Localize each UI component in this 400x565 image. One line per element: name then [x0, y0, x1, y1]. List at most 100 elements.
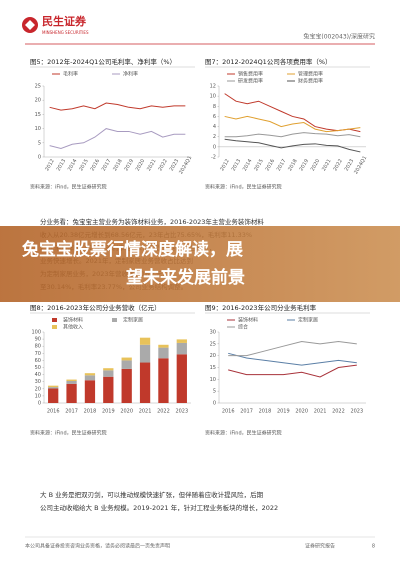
- brand: 民生证券: [42, 14, 87, 28]
- series-line: [228, 352, 357, 366]
- figure-source: 资料来源：iFind，民生证券研究院: [205, 184, 282, 191]
- x-tick-label: 2016: [265, 158, 277, 172]
- bar-segment: [66, 379, 77, 381]
- y-tick-label: 8: [213, 104, 216, 110]
- bar-segment: [158, 347, 169, 359]
- bar-segment: [84, 375, 96, 381]
- bar-segment: [84, 380, 96, 403]
- x-tick-label: 2012: [44, 158, 56, 172]
- x-tick-label: 2014: [67, 158, 79, 172]
- x-tick-label: 2021: [146, 158, 158, 172]
- y-tick-label: 6: [213, 114, 216, 120]
- legend-label: 管理费用率: [298, 71, 323, 78]
- footer-label: 证券研究报告: [305, 543, 335, 550]
- y-tick-label: 25: [210, 341, 216, 347]
- x-tick-label: 2023: [350, 409, 363, 415]
- y-tick-label: 90: [35, 337, 41, 343]
- legend-swatch: [52, 318, 57, 322]
- x-tick-label: 2013: [56, 158, 68, 172]
- y-tick-label: 10: [210, 94, 216, 100]
- legend-label: 净利率: [123, 71, 138, 78]
- y-tick-label: 40: [35, 372, 41, 378]
- bar-segment: [48, 387, 59, 389]
- y-tick-label: -2: [211, 155, 216, 161]
- x-tick-label: 2015: [78, 158, 90, 172]
- y-tick-label: 4: [213, 124, 216, 130]
- x-tick-label: 2016: [47, 409, 60, 415]
- series-line: [224, 115, 361, 133]
- x-tick-label: 2018: [259, 409, 272, 415]
- paragraph-line: 大 B 业务是把双刃剑，可以推动规模快速扩张，但伴随着应收计提风险，后期: [40, 490, 264, 499]
- page-number: 8: [372, 544, 375, 550]
- series-line: [224, 132, 361, 138]
- y-tick-label: 0: [38, 401, 41, 407]
- bar-segment: [139, 362, 151, 403]
- x-tick-label: 2016: [90, 158, 102, 172]
- series-line: [224, 138, 361, 153]
- legend-label: 财务费用率: [298, 78, 323, 85]
- x-tick-label: 2019: [277, 409, 290, 415]
- bar-segment: [66, 383, 77, 403]
- legend-label: 其他收入: [63, 324, 83, 331]
- y-tick-label: 0: [38, 155, 41, 161]
- x-tick-label: 2019: [102, 409, 115, 415]
- y-tick-label: 80: [35, 344, 41, 350]
- legend-label: 综合: [238, 324, 248, 331]
- bar-segment: [139, 344, 151, 363]
- paragraph-line: 分业务看：兔宝宝主营业务为装饰材料业务，2016-2023年主营业务装饰材料: [40, 217, 264, 226]
- bar-segment: [176, 354, 187, 403]
- x-tick-label: 2021: [321, 158, 333, 172]
- y-tick-label: 20: [210, 353, 216, 359]
- x-tick-label: 2020: [120, 409, 133, 415]
- y-tick-label: 60: [35, 358, 41, 364]
- figures: 图5：2012年-2024Q1公司毛利率、净利率（%）0510152025201…: [30, 57, 370, 437]
- legend-label: 销售费用率: [238, 71, 263, 78]
- bar-segment: [121, 368, 132, 403]
- y-tick-label: 15: [210, 365, 216, 371]
- legend-label: 装饰材料: [238, 317, 258, 324]
- x-tick-label: 2016: [222, 409, 235, 415]
- bar-segment: [176, 339, 187, 343]
- y-tick-label: 30: [35, 379, 41, 385]
- x-tick-label: 2018: [287, 158, 299, 172]
- brand-en: MINSHENG SECURITIES: [42, 30, 89, 35]
- y-tick-label: 2: [213, 134, 216, 140]
- bar-segment: [103, 368, 114, 371]
- figure-title: 图8：2016-2023年公司分业务营收（亿元）: [30, 303, 161, 312]
- bar-segment: [103, 370, 114, 377]
- bar-segment: [103, 376, 114, 403]
- x-tick-label: 2013: [231, 158, 243, 172]
- bar-segment: [158, 358, 169, 403]
- bar-segment: [158, 344, 169, 348]
- x-tick-label: 2020: [295, 409, 308, 415]
- y-tick-label: 20: [35, 98, 41, 104]
- y-tick-label: 100: [31, 330, 41, 336]
- legend-label: 研发费用率: [238, 78, 263, 85]
- y-tick-label: 10: [210, 377, 216, 383]
- x-tick-label: 2023: [344, 158, 356, 172]
- x-tick-label: 2020: [310, 158, 322, 172]
- x-tick-label: 2023: [169, 158, 181, 172]
- x-tick-label: 2015: [253, 158, 265, 172]
- x-tick-label: 2017: [240, 409, 253, 415]
- bar-segment: [48, 388, 59, 403]
- x-tick-label: 2022: [157, 158, 169, 172]
- legend-label: 毛利率: [63, 71, 78, 78]
- legend-swatch: [52, 325, 57, 329]
- x-tick-label: 2012: [219, 158, 231, 172]
- y-tick-label: 20: [35, 386, 41, 392]
- legend-label: 定制家居: [123, 317, 143, 324]
- x-tick-label: 2022: [157, 409, 170, 415]
- x-tick-label: 2021: [314, 409, 327, 415]
- x-tick-label: 2017: [101, 158, 113, 172]
- figure-source: 资料来源：iFind，民生证券研究院: [30, 184, 107, 191]
- y-tick-label: 15: [35, 112, 41, 118]
- report-name: 兔宝宝(002043)/深度研究: [303, 33, 375, 41]
- overlay-title: 兔宝宝股票行情深度解读，展: [21, 239, 243, 260]
- bar-segment: [139, 337, 151, 345]
- figure-source: 资料来源：iFind，民生证券研究院: [205, 430, 282, 437]
- series-line: [228, 364, 357, 378]
- y-tick-label: 70: [35, 351, 41, 357]
- series-line: [228, 340, 357, 357]
- x-tick-label: 2021: [139, 409, 152, 415]
